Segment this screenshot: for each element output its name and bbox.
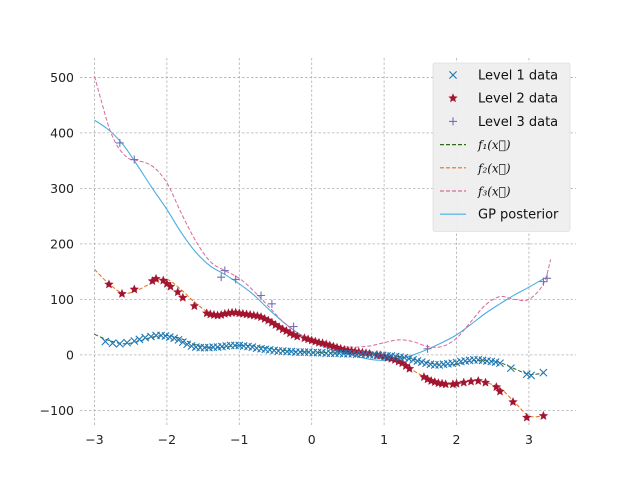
legend-marker-2 (449, 117, 457, 126)
level1-point (130, 337, 139, 345)
level3-point (231, 275, 240, 284)
level1-point (183, 340, 192, 349)
level2-point (459, 377, 469, 387)
level1-point (123, 338, 132, 347)
x-tick-label-1: −2 (158, 432, 176, 447)
level1-point (495, 359, 504, 368)
x-tick-label-2: −1 (230, 432, 248, 447)
level2-point (173, 287, 183, 297)
markers (101, 138, 552, 422)
level2-point (480, 377, 491, 387)
level2-point (451, 378, 462, 388)
level3-point (257, 291, 266, 300)
level1-point (174, 335, 183, 344)
level2-point (104, 279, 114, 289)
level1-point (539, 368, 548, 377)
level2-point (473, 375, 483, 385)
legend-label-2: Level 3 data (478, 115, 558, 130)
level2-point (189, 301, 200, 311)
level1-point (178, 338, 187, 347)
legend-label-4: f₂(x⃗) (477, 161, 511, 175)
level1-point (527, 371, 536, 380)
level2-point (151, 273, 161, 283)
x-tick-label-5: 2 (453, 432, 461, 447)
level1-point (115, 339, 124, 348)
legend-label-0: Level 1 data (478, 69, 558, 84)
level1-point (135, 335, 144, 344)
level3-point (130, 155, 139, 164)
legend-label-1: Level 2 data (478, 92, 558, 107)
level1-point (146, 332, 155, 341)
x-tick-label-0: −3 (85, 432, 103, 447)
y-tick-label-5: 400 (50, 125, 74, 140)
level2-point (117, 288, 127, 298)
y-tick-label-4: 300 (50, 181, 74, 196)
level3-point (267, 299, 276, 308)
y-tick-label-0: −100 (40, 403, 74, 418)
level3-point (289, 322, 298, 331)
level1-point (506, 364, 515, 373)
y-tick-label-1: 0 (66, 347, 74, 362)
level2-point (404, 363, 415, 373)
level2-point (522, 412, 532, 422)
level2-point (508, 397, 518, 407)
level3-point (423, 344, 432, 353)
level3-point (217, 273, 226, 282)
legend-label-5: f₃(x⃗) (477, 185, 511, 199)
x-tick-label-3: 0 (308, 432, 316, 447)
y-tick-label-2: 100 (50, 292, 74, 307)
y-tick-label-3: 200 (50, 236, 74, 251)
legend: Level 1 data Level 2 data Level 3 data f₁(x… (432, 62, 571, 232)
level3-point (543, 274, 552, 283)
level1-point (108, 339, 117, 348)
level3-point (115, 138, 124, 147)
x-tick-label-4: 1 (380, 432, 388, 447)
y-tick-label-6: 500 (50, 70, 74, 85)
level2-point (466, 376, 476, 386)
level2-point (165, 281, 176, 291)
level2-point (178, 292, 188, 302)
level3-point (220, 266, 229, 275)
tick-labels: −3 −2 −1 0 1 2 3 −100 0 100 200 300 400 500 (40, 70, 533, 447)
level2-point (495, 386, 505, 396)
level2-point (538, 410, 549, 420)
legend-label-6: GP posterior (478, 208, 559, 223)
legend-marker-1 (448, 93, 458, 103)
legend-label-3: f₁(x⃗) (477, 138, 511, 152)
grid (80, 58, 576, 427)
x-tick-label-6: 3 (525, 432, 533, 447)
legend-marker-0 (449, 71, 457, 79)
level2-point (129, 284, 140, 294)
level1-point (170, 334, 179, 343)
level2-point (292, 331, 302, 341)
level1-point (101, 337, 110, 346)
level2-point (491, 382, 502, 392)
legend-box (432, 62, 571, 232)
level3-point (539, 277, 548, 286)
